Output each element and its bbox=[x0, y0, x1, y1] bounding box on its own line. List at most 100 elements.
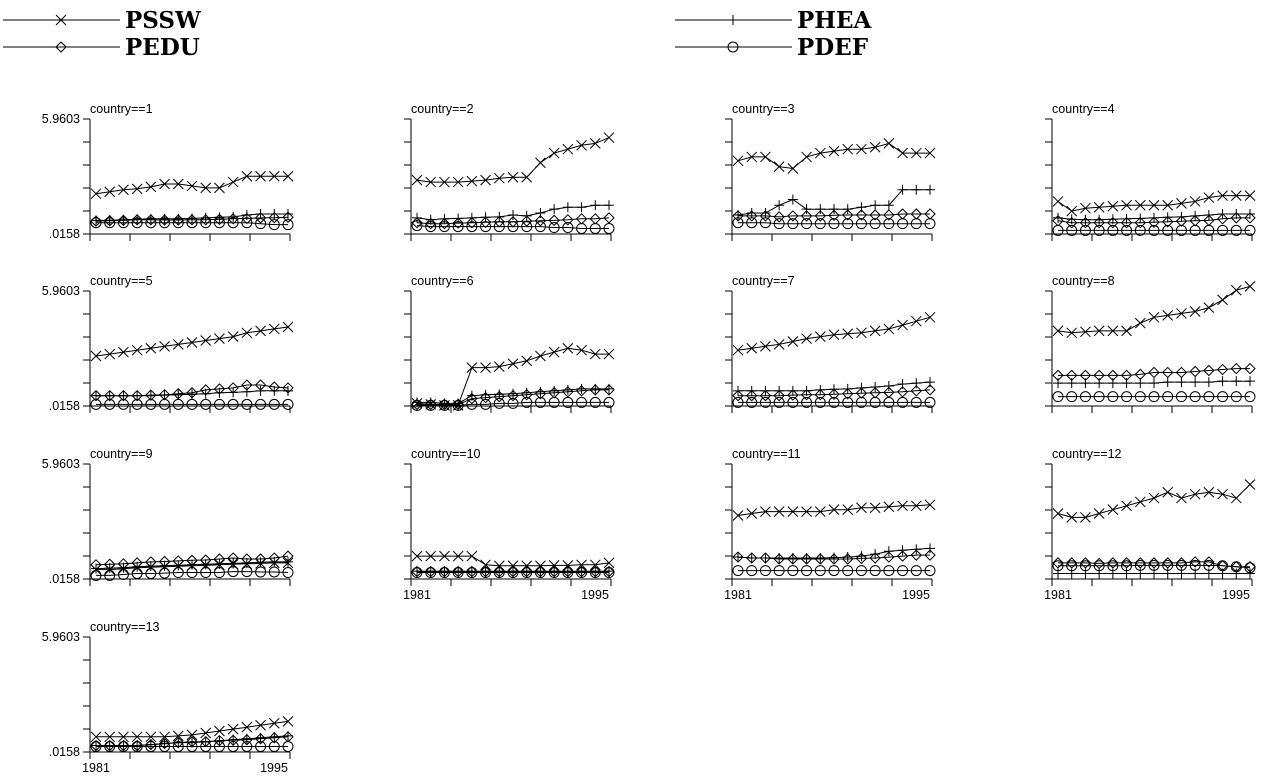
data-point bbox=[1066, 369, 1078, 382]
series-line bbox=[738, 213, 930, 218]
data-point bbox=[562, 214, 574, 226]
data-point bbox=[438, 221, 450, 233]
data-point bbox=[924, 549, 936, 561]
data-point bbox=[241, 398, 253, 410]
data-point bbox=[213, 217, 225, 229]
data-point bbox=[1245, 208, 1255, 219]
series-pdef bbox=[411, 220, 615, 235]
data-point bbox=[1217, 488, 1228, 500]
panel-country-10: country==10 1981 1995 bbox=[403, 447, 615, 602]
data-point bbox=[214, 725, 225, 737]
data-point bbox=[1230, 362, 1242, 375]
data-point bbox=[145, 568, 157, 580]
x-tick-label-first: 1981 bbox=[724, 588, 752, 602]
data-point bbox=[801, 396, 813, 408]
data-point bbox=[746, 396, 758, 408]
series-pdef bbox=[1052, 559, 1256, 574]
data-point bbox=[1052, 369, 1064, 382]
data-point bbox=[562, 565, 574, 578]
data-point bbox=[452, 550, 464, 562]
data-point bbox=[548, 147, 560, 159]
data-point bbox=[604, 200, 614, 211]
x-tick-label-first: 1981 bbox=[403, 588, 431, 602]
data-point bbox=[255, 566, 267, 578]
data-point bbox=[425, 550, 437, 562]
series-line bbox=[1057, 484, 1251, 518]
data-point bbox=[855, 552, 868, 565]
data-point bbox=[1189, 559, 1201, 571]
data-point bbox=[493, 390, 505, 403]
series-phea bbox=[733, 184, 935, 220]
data-point bbox=[1175, 391, 1187, 403]
data-point bbox=[145, 217, 157, 229]
data-point bbox=[507, 397, 519, 409]
data-point bbox=[282, 170, 294, 182]
legend-marker-circle bbox=[727, 41, 739, 53]
data-point bbox=[855, 396, 867, 408]
data-point bbox=[603, 567, 615, 579]
data-point bbox=[1162, 216, 1174, 228]
data-point bbox=[1244, 561, 1256, 573]
data-point bbox=[1244, 224, 1256, 236]
data-point bbox=[214, 182, 225, 194]
data-point bbox=[159, 560, 170, 571]
data-point bbox=[466, 398, 478, 410]
data-point bbox=[760, 151, 771, 163]
series-pdef bbox=[1052, 224, 1256, 236]
data-point bbox=[1107, 369, 1119, 382]
data-point bbox=[897, 396, 909, 408]
data-point bbox=[746, 208, 757, 219]
data-point bbox=[732, 344, 744, 356]
data-point bbox=[1230, 561, 1242, 573]
data-point bbox=[452, 399, 464, 411]
data-point bbox=[801, 385, 812, 396]
data-point bbox=[425, 217, 437, 230]
series-pdef bbox=[90, 217, 294, 231]
x-tick-label-last: 1995 bbox=[1222, 588, 1250, 602]
data-point bbox=[521, 221, 533, 233]
data-point bbox=[883, 501, 895, 513]
data-point bbox=[1080, 512, 1091, 523]
data-point bbox=[1244, 362, 1256, 375]
series-pdef bbox=[732, 565, 936, 577]
data-point bbox=[1093, 391, 1105, 403]
data-point bbox=[1231, 208, 1242, 219]
data-point bbox=[1066, 557, 1078, 569]
data-point bbox=[1148, 216, 1160, 229]
data-point bbox=[172, 555, 184, 567]
data-point bbox=[1189, 488, 1201, 500]
data-point bbox=[773, 161, 785, 172]
data-point bbox=[1189, 391, 1201, 403]
data-point bbox=[897, 218, 909, 230]
data-point bbox=[534, 215, 547, 227]
data-point bbox=[131, 739, 143, 752]
data-point bbox=[213, 567, 225, 579]
data-point bbox=[548, 567, 560, 579]
data-point bbox=[897, 545, 908, 556]
data-point bbox=[145, 214, 157, 226]
data-point bbox=[282, 715, 294, 727]
data-point bbox=[534, 565, 547, 578]
data-point bbox=[186, 554, 198, 567]
data-point bbox=[1162, 391, 1174, 403]
data-point bbox=[1079, 369, 1092, 382]
data-point bbox=[883, 396, 895, 408]
data-point bbox=[1230, 391, 1242, 403]
data-point bbox=[466, 567, 478, 579]
data-point bbox=[1148, 391, 1160, 403]
data-point bbox=[1094, 214, 1105, 225]
data-point bbox=[255, 398, 267, 410]
data-point bbox=[732, 396, 744, 408]
data-point bbox=[1203, 224, 1215, 236]
data-point bbox=[117, 568, 129, 580]
data-point bbox=[255, 208, 266, 219]
data-point bbox=[493, 567, 505, 579]
data-point bbox=[411, 399, 423, 411]
data-point bbox=[1066, 205, 1078, 217]
data-point bbox=[1203, 559, 1215, 571]
data-point bbox=[910, 147, 922, 159]
data-point bbox=[801, 506, 812, 517]
data-point bbox=[828, 504, 840, 516]
data-point bbox=[773, 218, 785, 230]
data-point bbox=[214, 387, 225, 398]
